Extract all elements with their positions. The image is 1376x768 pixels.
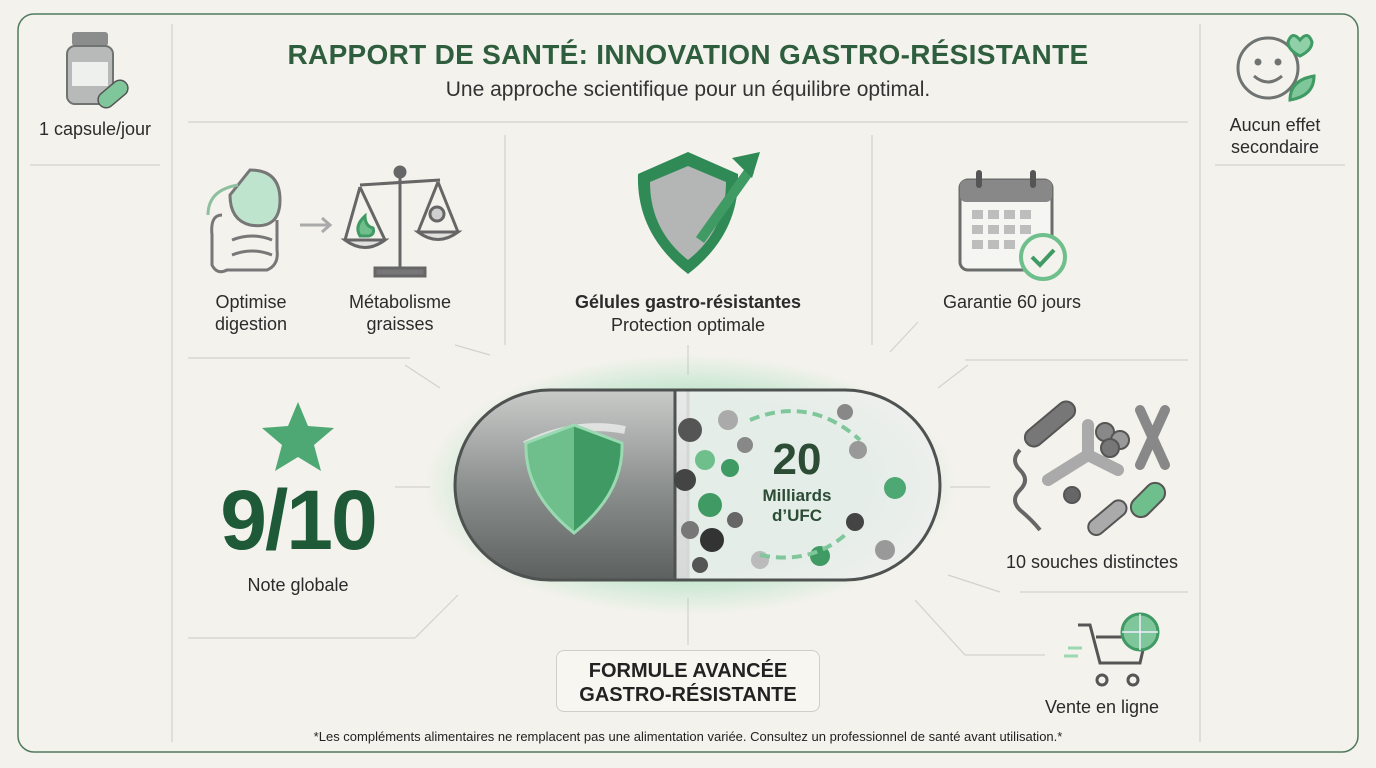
bottle-icon bbox=[66, 32, 129, 109]
arrow-icon bbox=[300, 216, 333, 234]
digestion-label: Optimise digestion bbox=[214, 292, 288, 334]
rating-label: Note globale bbox=[247, 575, 349, 595]
dosage-label: 1 capsule/jour bbox=[38, 119, 152, 139]
calendar-icon bbox=[958, 170, 1067, 281]
digestion-icon bbox=[206, 168, 282, 274]
capsules-title: Gélules gastro-résistantes bbox=[574, 292, 802, 312]
subtitle: Une approche scientifique pour un équili… bbox=[445, 78, 931, 101]
cfu-count: 20 bbox=[772, 435, 822, 484]
cart-icon bbox=[1064, 612, 1160, 687]
guarantee-label: Garantie 60 jours bbox=[942, 292, 1082, 312]
capsules-subtitle: Protection optimale bbox=[610, 315, 766, 335]
formula-badge: FORMULE AVANCÉE GASTRO-RÉSISTANTE bbox=[556, 650, 820, 712]
scale-icon bbox=[340, 165, 463, 278]
rating-score: 9/10 bbox=[220, 473, 378, 567]
title: RAPPORT DE SANTÉ: INNOVATION GASTRO-RÉSI… bbox=[287, 39, 1089, 70]
cfu-unit: Milliards d’UFC bbox=[762, 486, 832, 526]
metabolism-label: Métabolisme graisses bbox=[348, 292, 452, 334]
strains-label: 10 souches distinctes bbox=[1005, 552, 1179, 572]
shield-icon bbox=[637, 152, 760, 274]
bacteria-icon bbox=[1013, 400, 1170, 536]
smiley-icon bbox=[1236, 34, 1316, 102]
sales-label: Vente en ligne bbox=[1044, 697, 1160, 717]
capsule bbox=[425, 355, 955, 615]
footnote: *Les compléments alimentaires ne remplac… bbox=[313, 729, 1063, 744]
side-effects-label: Aucun effet secondaire bbox=[1229, 115, 1321, 157]
star-icon bbox=[262, 402, 334, 471]
